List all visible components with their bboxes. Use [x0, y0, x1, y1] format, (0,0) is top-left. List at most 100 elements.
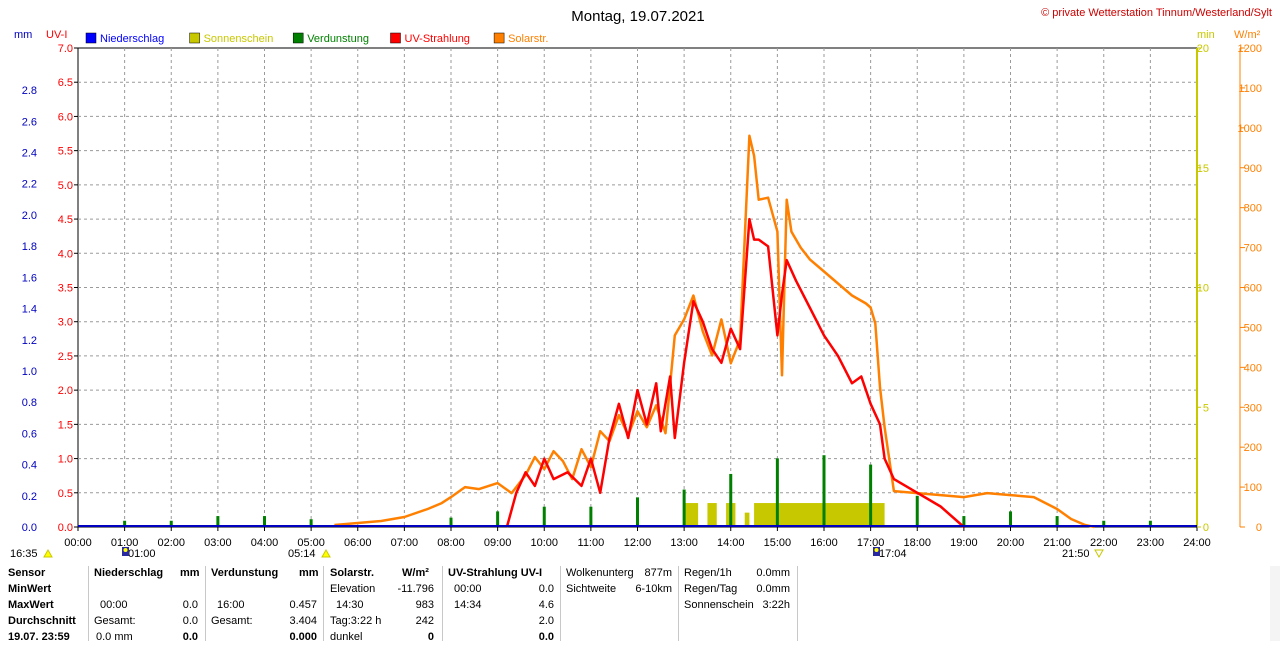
evaporation-spike — [962, 516, 966, 527]
legend-swatch — [390, 32, 401, 44]
evaporation-spike — [216, 516, 220, 527]
x-tick-label: 22:00 — [1090, 537, 1118, 549]
evaporation-spike — [1055, 516, 1059, 527]
x-tick-label: 10:00 — [530, 537, 558, 549]
uv-tick-label: 0.5 — [58, 488, 73, 500]
statistics-table: Sensor MinWert MaxWert Durchschnitt 19.0… — [0, 566, 1280, 643]
mm-tick-label: 2.2 — [22, 179, 37, 191]
legend-label: UV-Strahlung — [405, 33, 470, 45]
sun-time-label: 21:50 — [1062, 548, 1090, 560]
stats-cell: 14:34 — [454, 599, 482, 611]
stats-header: Solarstr. — [330, 567, 375, 579]
stats-row-label: MinWert — [8, 583, 52, 595]
mm-tick-label: 0.4 — [22, 460, 37, 472]
x-tick-label: 20:00 — [997, 537, 1025, 549]
stats-row-label: 19.07. 23:59 — [8, 631, 70, 643]
stats-row-label: Sensor — [8, 567, 46, 579]
uv-tick-label: 6.5 — [58, 77, 73, 89]
stats-cell: 0.457 — [289, 599, 317, 611]
x-tick-label: 02:00 — [157, 537, 185, 549]
wm2-tick-label: 800 — [1244, 203, 1262, 215]
uv-tick-label: 0.0 — [58, 522, 73, 534]
stats-cell: 0.000 — [289, 631, 317, 643]
uv-tick-label: 2.0 — [58, 385, 73, 397]
legend-label: Solarstr. — [508, 33, 548, 45]
stats-col-rain: Regen/1h 0.0mm Regen/Tag 0.0mm Sonnensch… — [684, 566, 796, 641]
evaporation-spike — [1148, 520, 1152, 527]
sunrise-icon — [321, 548, 331, 558]
min-tick-label: 5 — [1203, 402, 1209, 414]
stats-cell: 0 — [427, 631, 434, 643]
x-tick-label: 06:00 — [344, 537, 372, 549]
min-tick-label: 10 — [1197, 283, 1209, 295]
mm-tick-label: 0.0 — [22, 522, 37, 534]
chart-legend: Niederschlag Sonnenschein Verdunstung UV-St… — [85, 32, 548, 45]
mm-tick-label: 1.0 — [22, 366, 37, 378]
stats-col-niederschlag: Niederschlag mm 00:00 0.0 Gesamt: 0.0 0.… — [94, 566, 204, 643]
wm2-tick-label: 100 — [1244, 482, 1262, 494]
x-tick-label: 14:00 — [717, 537, 745, 549]
x-tick-label: 08:00 — [437, 537, 465, 549]
mm-tick-label: 0.6 — [22, 428, 37, 440]
stats-header: Niederschlag — [94, 567, 164, 579]
wm2-tick-label: 200 — [1244, 442, 1262, 454]
evaporation-spike — [1102, 520, 1106, 527]
evaporation-spike — [589, 506, 593, 527]
stats-cell: Tag:3:22 h — [330, 615, 382, 627]
stats-unit: W/m² — [402, 567, 429, 579]
stats-cell: 2.0 — [538, 615, 554, 627]
weather-chart: 00:00 01:00 02:00 03:00 04:00 05:00 06:00 07:00… — [10, 7, 1272, 560]
sunrise-icon — [43, 548, 53, 558]
wm2-tick-label: 500 — [1244, 322, 1262, 334]
x-tick-label: 24:00 — [1183, 537, 1211, 549]
x-tick-label: 18:00 — [903, 537, 931, 549]
mm-tick-label: 1.2 — [22, 335, 37, 347]
unit-wm2-label: W/m² — [1234, 29, 1261, 41]
uv-tick-label: 3.0 — [58, 317, 73, 329]
sunshine-bar — [777, 503, 885, 527]
stats-cell: 877m — [644, 567, 672, 579]
stats-cell: Sonnenschein — [684, 599, 754, 611]
stats-cell: 3.404 — [289, 615, 317, 627]
evaporation-spike — [263, 516, 266, 527]
sun-markers: 16:35 01:00 05:14 17:04 21:50 — [10, 547, 1104, 560]
chart-series — [78, 134, 1197, 529]
stats-cell: 6-10km — [635, 583, 672, 595]
uv-tick-label: 5.5 — [58, 146, 73, 158]
stats-unit: mm — [299, 567, 319, 579]
wm2-tick-label: 1000 — [1238, 123, 1262, 135]
uv-line — [505, 217, 965, 528]
stats-cell: 0.0 — [538, 631, 554, 643]
uv-tick-label: 5.0 — [58, 180, 73, 192]
sun-time-label: 16:35 — [10, 548, 38, 560]
x-tick-label: 03:00 — [204, 537, 232, 549]
x-tick-label: 13:00 — [670, 537, 698, 549]
unit-mm-label: mm — [14, 29, 32, 41]
evaporation-spike — [775, 458, 779, 527]
copyright-text: © private Wetterstation Tinnum/Westerlan… — [1041, 7, 1272, 19]
moon-icon — [123, 548, 128, 552]
stats-cell: Wolkenunterg — [566, 567, 634, 579]
evaporation-spike — [496, 511, 500, 527]
evaporation-spike — [542, 506, 546, 527]
chart-title: Montag, 19.07.2021 — [571, 8, 704, 25]
mm-tick-label: 2.6 — [22, 116, 37, 128]
sunshine-bar — [754, 503, 778, 527]
evaporation-spike — [636, 497, 639, 527]
stats-cell: 242 — [415, 615, 434, 627]
uv-tick-label: 1.5 — [58, 419, 73, 431]
stats-cell: 00:00 — [454, 583, 482, 595]
stats-header: UV-Strahlung UV-I — [448, 567, 543, 579]
mm-tick-label: 1.6 — [22, 272, 37, 284]
sun-time-label: 01:00 — [128, 548, 156, 560]
stats-cell: Gesamt: — [94, 615, 136, 627]
evaporation-spike — [1009, 511, 1012, 527]
x-tick-label: 11:00 — [578, 537, 605, 549]
stats-cell: dunkel — [330, 631, 363, 643]
mm-tick-label: 2.4 — [22, 148, 37, 160]
mm-tick-label: 1.8 — [22, 241, 37, 253]
wm2-tick-label: 600 — [1244, 283, 1262, 295]
wm2-tick-label: 400 — [1244, 362, 1262, 374]
legend-swatch — [189, 32, 200, 44]
mm-tick-label: 2.8 — [22, 85, 37, 97]
